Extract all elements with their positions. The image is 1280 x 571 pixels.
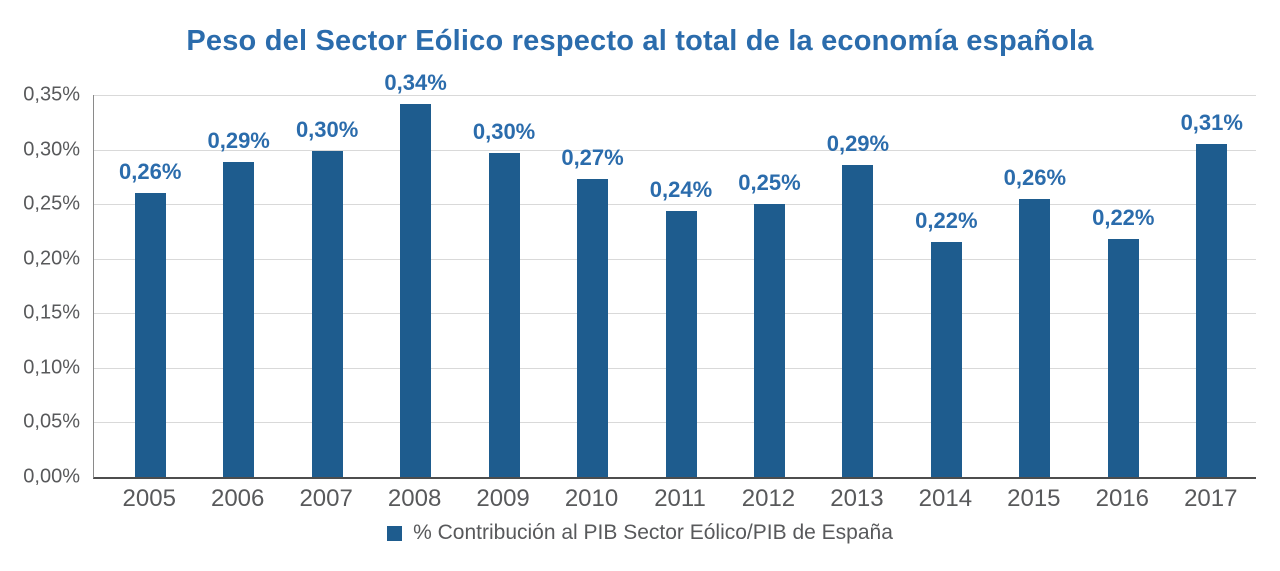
bar-2013 [842,164,874,477]
x-tick-label-2007: 2007 [299,485,353,512]
bar-2008 [400,103,432,477]
chart-title: Peso del Sector Eólico respecto al total… [186,25,1094,57]
bar-value-label-2017: 0,31% [1180,110,1243,136]
x-tick-label-2013: 2013 [830,485,884,512]
x-tick-label-2010: 2010 [564,485,619,512]
bars-layer: 0,26% 0,29% 0,30% 0,34% 0,30% 0,27% 0,24% 0,25%… [106,70,1256,477]
bar-value-label-2012: 0,25% [738,170,801,196]
plot-area: 0,26% 0,29% 0,30% 0,34% 0,30% 0,27% 0,24% 0,25%… [93,70,1256,479]
legend-label: % Contribución al PIB Sector Eólico/PIB … [413,521,893,544]
y-tick-label: 0,05% [23,410,80,433]
bar-2014 [930,242,962,477]
gridline [94,204,1256,206]
x-tick-label-2009: 2009 [476,485,530,512]
x-tick-label-2015: 2015 [1007,485,1061,512]
bar-2012 [753,204,785,477]
x-tick-label-2016: 2016 [1095,485,1149,512]
y-tick-label: 0,10% [23,356,80,379]
x-tick-label-2006: 2006 [210,485,265,512]
bar-2009 [488,152,520,477]
x-tick-label-2011: 2011 [654,485,706,512]
x-tick-label-2012: 2012 [741,485,796,512]
y-tick-label: 0,35% [23,83,80,106]
legend-swatch [387,525,403,541]
bar-2017 [1196,144,1228,477]
bar-value-label-2007: 0,30% [295,116,359,142]
bar-value-label-2015: 0,26% [1003,164,1067,190]
bar-value-label-2005: 0,26% [119,159,182,185]
x-tick-label-2017: 2017 [1184,485,1238,512]
y-tick-label: 0,30% [23,138,80,161]
bar-value-label-2014: 0,22% [915,208,978,234]
x-tick-label-2014: 2014 [918,485,973,512]
bar-2005 [134,193,166,477]
bar-value-label-2013: 0,29% [826,130,890,156]
legend: % Contribución al PIB Sector Eólico/PIB … [0,521,1280,545]
bar-2011 [665,210,697,477]
bar-2007 [311,150,343,477]
bar-value-label-2006: 0,29% [207,127,270,153]
bar-2016 [1107,239,1139,477]
bar-2006 [223,161,255,477]
y-tick-label: 0,20% [23,247,80,270]
bar-value-label-2016: 0,22% [1092,205,1155,231]
bar-value-label-2010: 0,27% [561,145,624,171]
gridline [94,95,1256,96]
y-tick-label: 0,25% [23,192,80,215]
x-tick-label-2008: 2008 [387,485,442,512]
x-tick-label-2005: 2005 [122,485,176,512]
bar-2015 [1019,198,1051,477]
y-tick-label: 0,15% [23,301,80,324]
bar-value-label-2009: 0,30% [472,118,536,144]
bar-value-label-2011: 0,24% [649,176,713,202]
bar-value-label-2008: 0,34% [384,69,447,95]
gridline [94,149,1256,151]
y-tick-label: 0,00% [23,465,80,488]
bar-2010 [577,179,609,477]
